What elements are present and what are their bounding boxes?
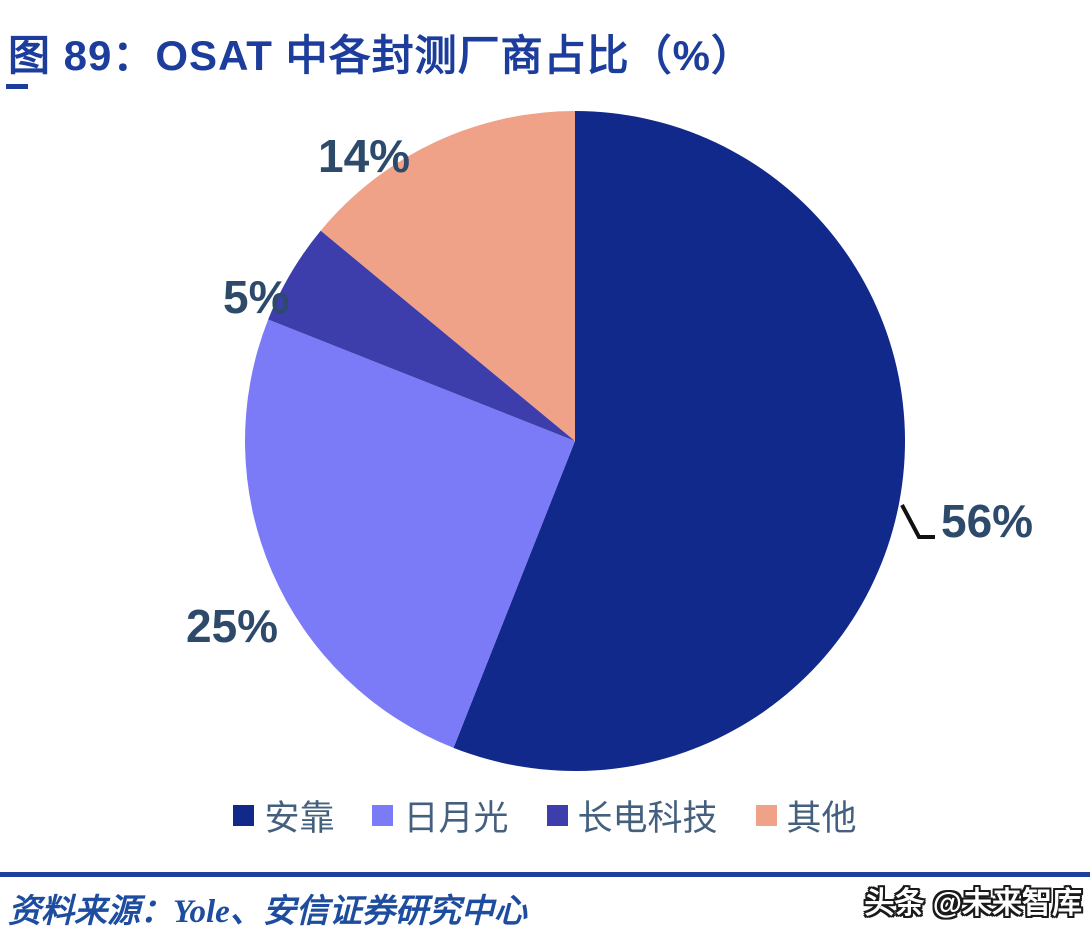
legend-item-others: 其他 bbox=[755, 790, 857, 841]
title-underline-dash bbox=[6, 84, 28, 89]
legend-label-jcet: 长电科技 bbox=[577, 799, 718, 838]
pie-slice-其他 bbox=[320, 111, 575, 441]
legend-label-ase: 日月光 bbox=[403, 799, 509, 838]
pie-label-jcet: 5% bbox=[223, 271, 290, 323]
pie-slice-长电科技 bbox=[268, 230, 575, 441]
legend-item-amkor: 安靠 bbox=[233, 790, 334, 841]
legend-item-ase: 日月光 bbox=[372, 790, 509, 841]
source-note: 资料来源：Yole、安信证券研究中心 bbox=[8, 894, 527, 930]
legend-swatch-amkor bbox=[233, 805, 255, 826]
legend-swatch-jcet bbox=[546, 805, 568, 826]
pie-slice-安靠 bbox=[453, 111, 906, 771]
legend-label-others: 其他 bbox=[786, 799, 857, 838]
legend-swatch-others bbox=[755, 805, 777, 826]
pie-label-others: 14% bbox=[318, 130, 411, 182]
pie-label-ase: 25% bbox=[186, 600, 279, 652]
legend-item-jcet: 长电科技 bbox=[546, 790, 718, 841]
pie-slice-日月光 bbox=[244, 319, 575, 748]
chart-title: 图 89：OSAT 中各封测厂商占比（%） bbox=[8, 32, 754, 79]
pie-label-amkor: 56% bbox=[941, 495, 1034, 547]
legend-swatch-ase bbox=[372, 805, 394, 826]
pie-slices bbox=[244, 111, 906, 771]
legend: 安靠 日月光 长电科技 其他 bbox=[0, 790, 1090, 841]
leader-line-56 bbox=[900, 504, 935, 539]
watermark-toutiao: 头条 @未来智库 bbox=[864, 887, 1082, 920]
legend-label-amkor: 安靠 bbox=[264, 799, 335, 838]
separator-line bbox=[0, 872, 1090, 877]
